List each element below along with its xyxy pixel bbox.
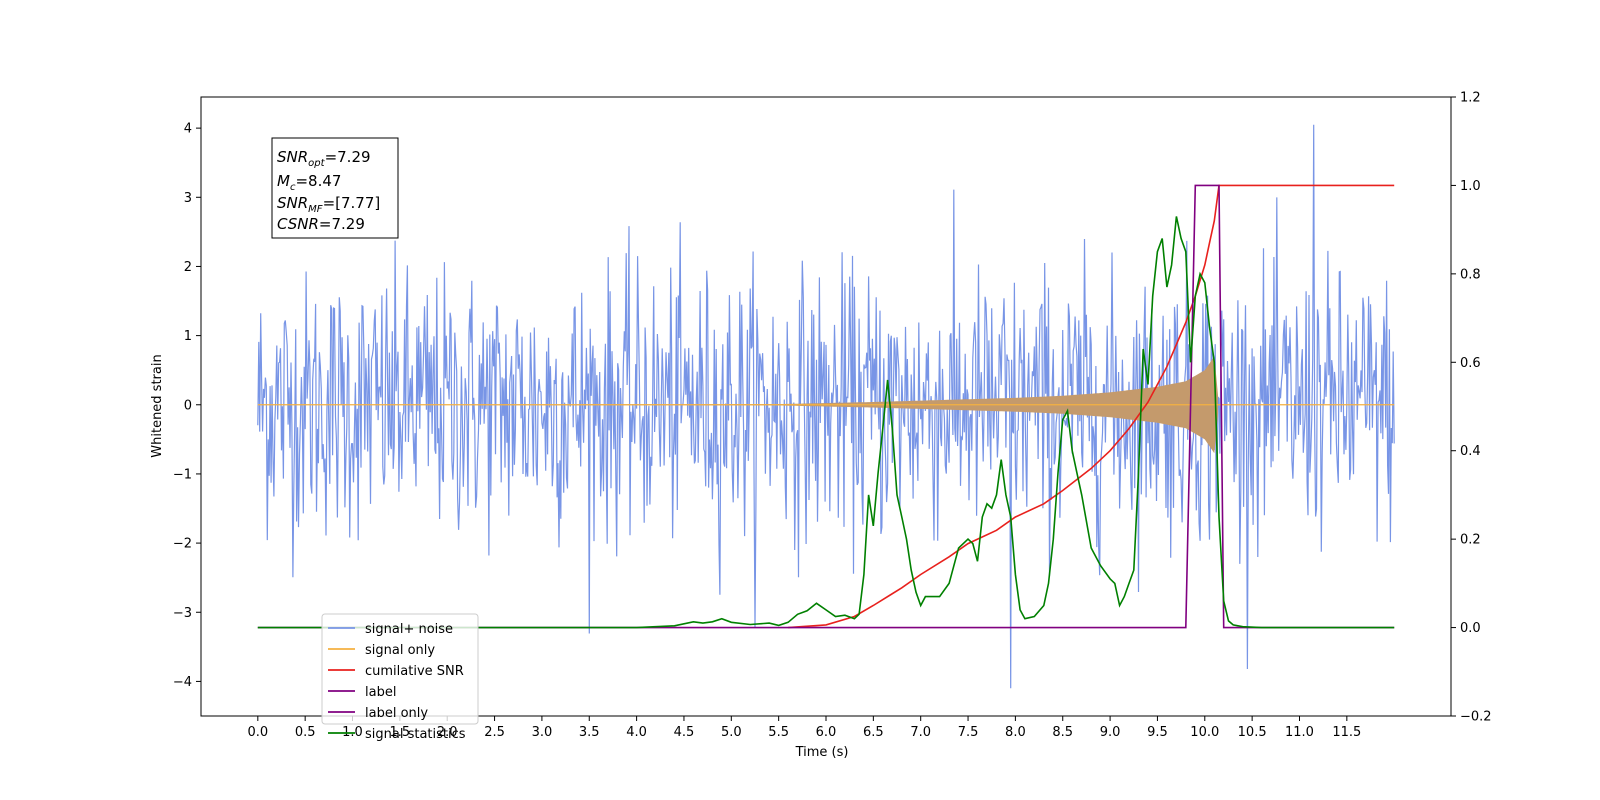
y2-tick-label: 0.6: [1460, 356, 1481, 371]
legend-label: signal statistics: [365, 727, 466, 742]
snr-mf-value: =[7.77]: [323, 194, 381, 212]
x-tick-label: 9.5: [1147, 725, 1168, 740]
legend-label: label only: [365, 706, 428, 721]
x-tick-label: 10.5: [1238, 725, 1267, 740]
snr-opt-sub: opt: [308, 158, 325, 169]
x-tick-label: 11.5: [1332, 725, 1361, 740]
annotation-snr-opt: SNRopt=7.29: [277, 148, 371, 169]
x-tick-label: 8.5: [1052, 725, 1073, 740]
x-axis-label: Time (s): [795, 745, 849, 760]
snr-mf-sub: MF: [308, 204, 323, 215]
mc-base: M: [277, 172, 290, 190]
x-tick-label: 1.5: [390, 725, 411, 740]
y-tick-label: 0: [184, 398, 192, 413]
csnr-value: =7.29: [319, 215, 365, 233]
y2-tick-label: 1.0: [1460, 179, 1481, 194]
x-tick-label: 2.0: [437, 725, 458, 740]
x-tick-label: 5.0: [721, 725, 742, 740]
x-tick-label: 4.0: [626, 725, 647, 740]
x-tick-label: 0.5: [295, 725, 316, 740]
stats-annotation-frame: [271, 137, 399, 239]
snr-mf-base: SNR: [277, 194, 308, 212]
y-axis-right: 1.2 1.0 0.8 0.6 0.4 0.2 0.0 −0.2: [1451, 91, 1492, 725]
legend-label: signal+ noise: [365, 622, 453, 637]
snr-opt-base: SNR: [277, 148, 308, 166]
y2-tick-label: 0.4: [1460, 444, 1481, 459]
x-tick-label: 8.0: [1005, 725, 1026, 740]
x-tick-label: 6.5: [863, 725, 884, 740]
legend-label: signal only: [365, 643, 435, 658]
annotation-snr-mf: SNRMF=[7.77]: [277, 194, 380, 215]
y2-tick-label: 0.0: [1460, 621, 1481, 636]
mc-sub: c: [290, 182, 296, 193]
x-tick-label: 9.0: [1100, 725, 1121, 740]
x-tick-label: 10.0: [1190, 725, 1219, 740]
series-cumulative-snr: [788, 184, 1395, 629]
y2-tick-label: −0.2: [1460, 710, 1492, 725]
mc-value: =8.47: [295, 172, 341, 190]
y-tick-label: −2: [173, 537, 192, 552]
y2-tick-label: 0.8: [1460, 267, 1481, 282]
y2-tick-label: 0.2: [1460, 533, 1481, 548]
x-tick-label: 3.5: [579, 725, 600, 740]
y2-tick-label: 1.2: [1460, 91, 1481, 106]
y-tick-label: −3: [173, 606, 192, 621]
legend-label: label: [365, 685, 396, 700]
x-tick-label: 0.0: [247, 725, 268, 740]
y-axis-left: 4 3 2 1 0 −1 −2 −3 −4: [173, 122, 201, 690]
legend-frame: [321, 613, 479, 725]
legend: signal+ noise signal only cumilative SNR la…: [321, 613, 479, 742]
y-tick-label: 4: [184, 122, 192, 137]
x-tick-label: 3.0: [532, 725, 553, 740]
plot-area: [257, 124, 1395, 689]
x-tick-label: 7.5: [958, 725, 979, 740]
x-tick-label: 7.0: [910, 725, 931, 740]
y-tick-label: −1: [173, 467, 192, 482]
csnr-base: CSNR: [277, 215, 319, 233]
y-tick-label: 3: [184, 191, 192, 206]
y-tick-label: 2: [184, 260, 192, 275]
annotation-csnr: CSNR=7.29: [277, 215, 365, 233]
x-tick-label: 11.0: [1285, 725, 1314, 740]
snr-opt-value: =7.29: [325, 148, 371, 166]
y-tick-label: 1: [184, 329, 192, 344]
series-signal-statistics: [257, 216, 1395, 629]
y-tick-label: −4: [173, 675, 192, 690]
x-tick-label: 4.5: [674, 725, 695, 740]
x-tick-label: 5.5: [768, 725, 789, 740]
x-axis: 0.0 0.5 1.0 1.5 2.0 2.5 3.0 3.5 4.0 4.5 5.0 5.5 6.0 6…: [247, 716, 1361, 740]
legend-label: cumilative SNR: [365, 664, 464, 679]
y-axis-label: Whitened strain: [150, 354, 165, 457]
stats-annotation: SNRopt=7.29 Mc=8.47 SNRMF=[7.77] CSNR=7.…: [271, 137, 399, 239]
x-tick-label: 2.5: [484, 725, 505, 740]
x-tick-label: 6.0: [816, 725, 837, 740]
annotation-mc: Mc=8.47: [277, 172, 341, 193]
